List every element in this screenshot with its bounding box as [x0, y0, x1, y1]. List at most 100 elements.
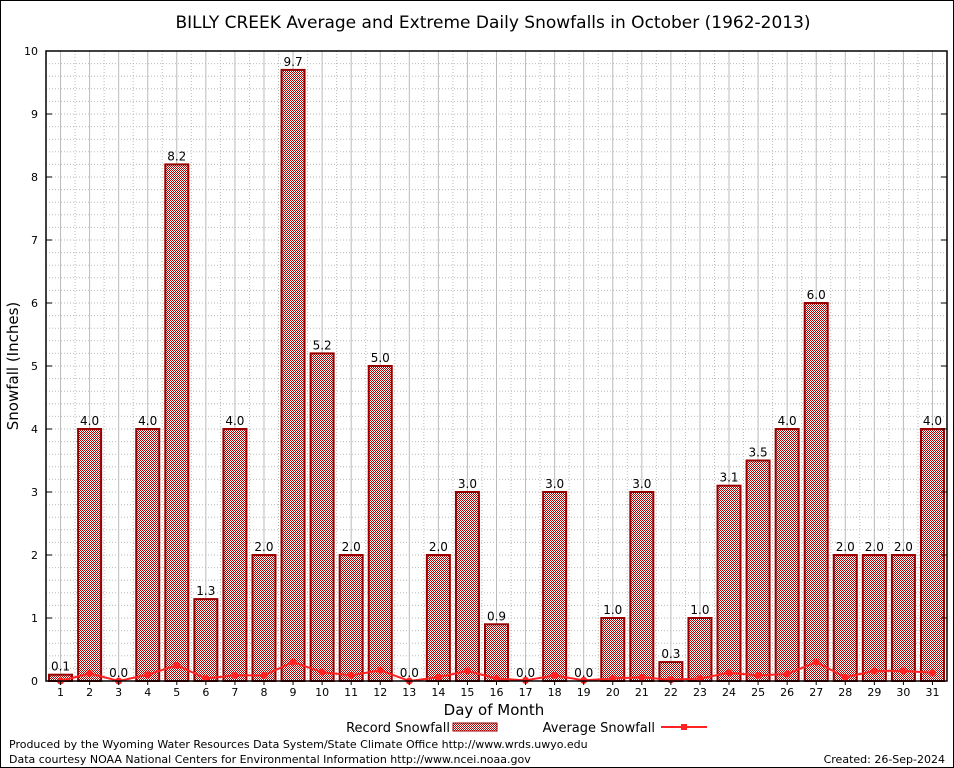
x-tick-label: 23: [693, 686, 707, 699]
average-point: [841, 673, 849, 681]
x-tick-label: 22: [664, 686, 678, 699]
bar-record-day-27: [803, 302, 829, 682]
footer-produced: Produced by the Wyoming Water Resources …: [9, 738, 588, 751]
bar-data-label: 4.0: [778, 414, 797, 428]
y-tick-label: 6: [31, 297, 38, 310]
bar-record-day-9: [280, 68, 306, 682]
bar-data-label: 6.0: [807, 288, 826, 302]
average-point: [376, 666, 384, 674]
x-tick-label: 27: [809, 686, 823, 699]
bar-data-label: 2.0: [865, 540, 884, 554]
bar-record-day-16: [484, 623, 509, 682]
bar-data-label: 2.0: [254, 540, 273, 554]
bar-data-label: 4.0: [923, 414, 942, 428]
bar-data-label: 2.0: [836, 540, 855, 554]
average-point: [493, 674, 500, 682]
footer-courtesy: Data courtesy NOAA National Centers for …: [9, 753, 531, 766]
bar-data-label: 0.0: [109, 666, 128, 680]
bar-data-label: 0.3: [661, 647, 680, 661]
average-point: [347, 671, 355, 679]
bar-record-day-11: [338, 554, 364, 682]
x-tick-label: 28: [838, 686, 852, 699]
bar-data-label: 2.0: [342, 540, 361, 554]
bar-data-label: 1.0: [690, 603, 709, 617]
y-tick-label: 0: [31, 675, 38, 688]
average-point: [231, 671, 239, 679]
y-tick-label: 9: [31, 108, 38, 121]
bar-record-day-31: [919, 428, 945, 682]
average-point: [696, 674, 704, 682]
x-tick-label: 1: [57, 686, 64, 699]
bar-record-day-7: [222, 428, 248, 682]
x-tick-label: 26: [780, 686, 794, 699]
bar-record-day-21: [629, 491, 655, 682]
x-tick-label: 5: [173, 686, 180, 699]
average-point: [202, 674, 210, 682]
x-tick-label: 18: [548, 686, 562, 699]
bar-data-label: 2.0: [429, 540, 448, 554]
bar-data-label: 1.0: [603, 603, 622, 617]
bar-data-label: 0.0: [400, 666, 419, 680]
x-tick-label: 21: [635, 686, 649, 699]
bar-record-day-4: [135, 428, 161, 682]
x-tick-label: 11: [344, 686, 358, 699]
y-tick-label: 10: [24, 45, 38, 58]
x-tick-label: 3: [115, 686, 122, 699]
x-tick-label: 13: [402, 686, 416, 699]
x-tick-label: 6: [202, 686, 209, 699]
average-point: [638, 673, 646, 681]
average-point: [551, 671, 559, 679]
x-axis-label: Day of Month: [444, 701, 545, 719]
bar-data-label: 5.0: [371, 351, 390, 365]
bar-data-label: 9.7: [284, 55, 303, 69]
bar-record-day-24: [716, 484, 742, 683]
average-point: [289, 658, 297, 666]
bar-data-label: 3.0: [545, 477, 564, 491]
bar-record-day-28: [832, 554, 858, 682]
x-tick-label: 10: [315, 686, 329, 699]
legend-swatch-record: [452, 722, 498, 732]
legend: Record Snowfall Average Snowfall: [346, 721, 707, 736]
x-tick-label: 4: [144, 686, 151, 699]
x-tick-label: 8: [260, 686, 267, 699]
footer-created: Created: 26-Sep-2024: [823, 753, 945, 766]
x-tick-label: 30: [896, 686, 910, 699]
average-point: [318, 668, 326, 676]
average-point: [609, 674, 617, 682]
legend-label-average: Average Snowfall: [543, 721, 655, 736]
bar-record-day-25: [745, 459, 771, 682]
average-point: [260, 671, 268, 679]
x-tick-label: 16: [490, 686, 504, 699]
bar-data-label: 0.0: [516, 666, 535, 680]
average-point: [173, 661, 181, 669]
bar-data-label: 3.1: [719, 471, 738, 485]
x-tick-label: 29: [867, 686, 881, 699]
bar-data-label: 4.0: [138, 414, 157, 428]
legend-label-record: Record Snowfall: [346, 721, 450, 736]
average-point: [812, 658, 820, 666]
x-tick-label: 19: [577, 686, 591, 699]
legend-marker-average: [681, 724, 687, 730]
average-point: [754, 671, 762, 679]
bar-record-day-6: [193, 598, 219, 682]
y-tick-label: 7: [31, 234, 38, 247]
average-point: [434, 673, 442, 681]
y-tick-label: 4: [31, 423, 38, 436]
bar-record-day-30: [890, 554, 916, 682]
snowfall-chart: BILLY CREEK Average and Extreme Daily Sn…: [4, 13, 948, 736]
average-point: [86, 669, 94, 677]
bar-data-label: 3.5: [749, 446, 768, 460]
bar-record-day-23: [687, 617, 713, 682]
bar-record-day-18: [542, 491, 568, 682]
x-tick-label: 15: [460, 686, 474, 699]
y-tick-label: 5: [31, 360, 38, 373]
bar-record-day-8: [251, 554, 277, 682]
average-point: [783, 670, 791, 678]
average-point: [725, 669, 733, 677]
bar-data-label: 8.2: [167, 149, 186, 163]
y-tick-label: 8: [31, 171, 38, 184]
bar-record-day-10: [309, 352, 335, 682]
bar-record-day-14: [425, 554, 451, 682]
bar-data-label: 3.0: [632, 477, 651, 491]
